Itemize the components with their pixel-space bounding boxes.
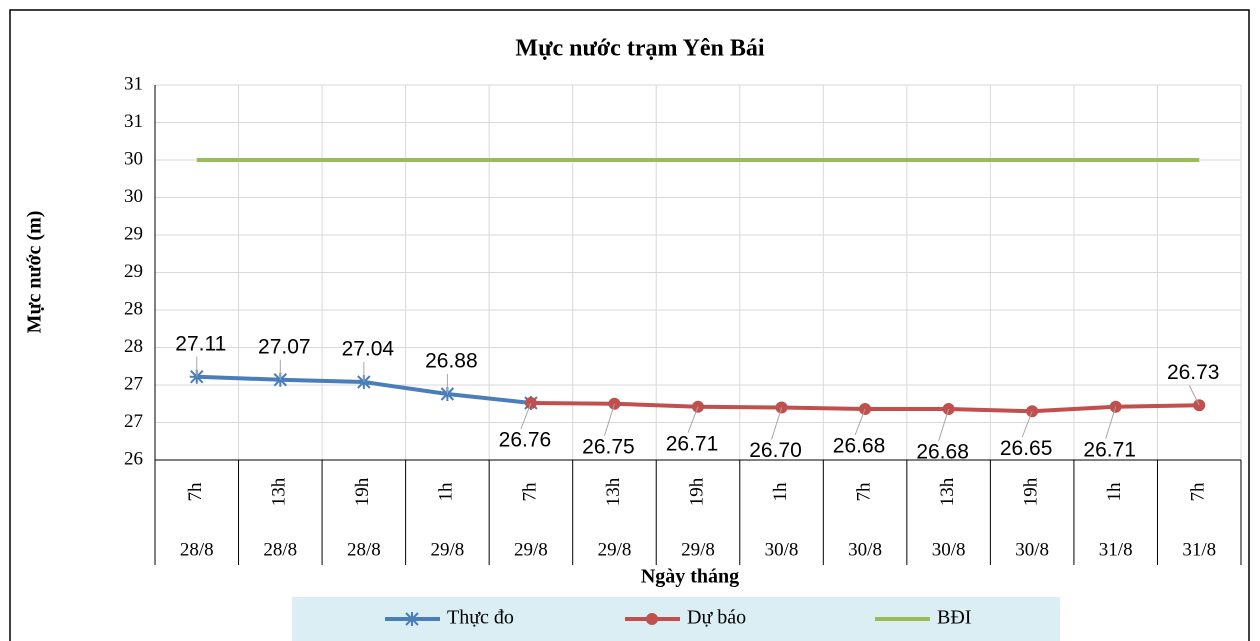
x-tick-label: 19h bbox=[352, 477, 373, 506]
data-label: 26.70 bbox=[749, 439, 802, 462]
leader-line bbox=[854, 408, 866, 436]
x-tick-label: 7h bbox=[853, 482, 874, 502]
x-group-label: 30/8 bbox=[932, 539, 966, 560]
legend-marker bbox=[405, 612, 419, 626]
x-group-label: 28/8 bbox=[180, 539, 214, 560]
x-tick-label: 13h bbox=[269, 477, 290, 506]
leader-line bbox=[771, 407, 783, 440]
x-tick-label: 7h bbox=[185, 482, 206, 502]
leader-line bbox=[938, 408, 950, 442]
y-tick-label: 29 bbox=[124, 261, 143, 282]
y-tick-label: 27 bbox=[124, 411, 143, 432]
x-group-label: 30/8 bbox=[848, 539, 882, 560]
y-tick-label: 31 bbox=[124, 111, 143, 132]
data-label: 26.68 bbox=[916, 441, 969, 464]
x-tick-label: 7h bbox=[1188, 482, 1209, 502]
x-group-label: 30/8 bbox=[1015, 539, 1049, 560]
y-axis-title: Mực nước (m) bbox=[24, 211, 46, 334]
data-label: 27.07 bbox=[258, 335, 311, 358]
data-label: 26.71 bbox=[1083, 438, 1136, 461]
x-tick-label: 13h bbox=[603, 477, 624, 506]
x-tick-label: 19h bbox=[1021, 477, 1042, 506]
x-group-label: 31/8 bbox=[1099, 539, 1133, 560]
data-label: 26.75 bbox=[582, 435, 635, 458]
x-group-label: 28/8 bbox=[347, 539, 381, 560]
leader-line bbox=[603, 403, 615, 436]
data-label: 26.76 bbox=[499, 429, 552, 452]
leader-line bbox=[1188, 385, 1200, 406]
x-tick-label: 1h bbox=[436, 482, 457, 502]
x-group-label: 29/8 bbox=[598, 539, 632, 560]
leader-line bbox=[1021, 411, 1033, 438]
x-group-label: 30/8 bbox=[765, 539, 799, 560]
x-tick-label: 1h bbox=[1104, 482, 1125, 502]
data-label: 27.04 bbox=[342, 338, 395, 361]
y-tick-label: 26 bbox=[124, 448, 143, 469]
data-label: 27.11 bbox=[175, 332, 226, 355]
data-label: 26.73 bbox=[1167, 361, 1220, 384]
y-tick-label: 28 bbox=[124, 298, 143, 319]
leader-line bbox=[687, 406, 699, 433]
x-group-label: 29/8 bbox=[681, 539, 715, 560]
legend-label: BĐI bbox=[937, 607, 971, 629]
chart-title: Mực nước trạm Yên Bái bbox=[515, 36, 764, 62]
legend-label: Thực đo bbox=[447, 607, 514, 629]
legend-marker bbox=[646, 613, 658, 625]
y-tick-label: 29 bbox=[124, 223, 143, 244]
x-tick-label: 13h bbox=[937, 477, 958, 506]
legend-label: Dự báo bbox=[687, 607, 746, 629]
y-tick-label: 31 bbox=[124, 73, 143, 94]
x-group-label: 28/8 bbox=[263, 539, 297, 560]
x-tick-label: 1h bbox=[770, 482, 791, 502]
data-label: 26.71 bbox=[666, 432, 719, 455]
x-axis-title: Ngày tháng bbox=[641, 566, 739, 588]
y-tick-label: 30 bbox=[124, 186, 143, 207]
data-label: 26.65 bbox=[1000, 437, 1053, 460]
x-tick-label: 19h bbox=[686, 477, 707, 506]
y-tick-label: 28 bbox=[124, 336, 143, 357]
y-tick-label: 30 bbox=[124, 148, 143, 169]
x-tick-label: 7h bbox=[519, 482, 540, 502]
x-group-label: 31/8 bbox=[1182, 539, 1216, 560]
leader-line bbox=[520, 402, 532, 430]
data-label: 26.88 bbox=[425, 350, 478, 373]
leader-line bbox=[1105, 406, 1117, 439]
x-group-label: 29/8 bbox=[430, 539, 464, 560]
data-label: 26.68 bbox=[833, 435, 886, 458]
y-tick-label: 27 bbox=[124, 373, 143, 394]
chart-frame bbox=[9, 9, 1250, 641]
x-group-label: 29/8 bbox=[514, 539, 548, 560]
